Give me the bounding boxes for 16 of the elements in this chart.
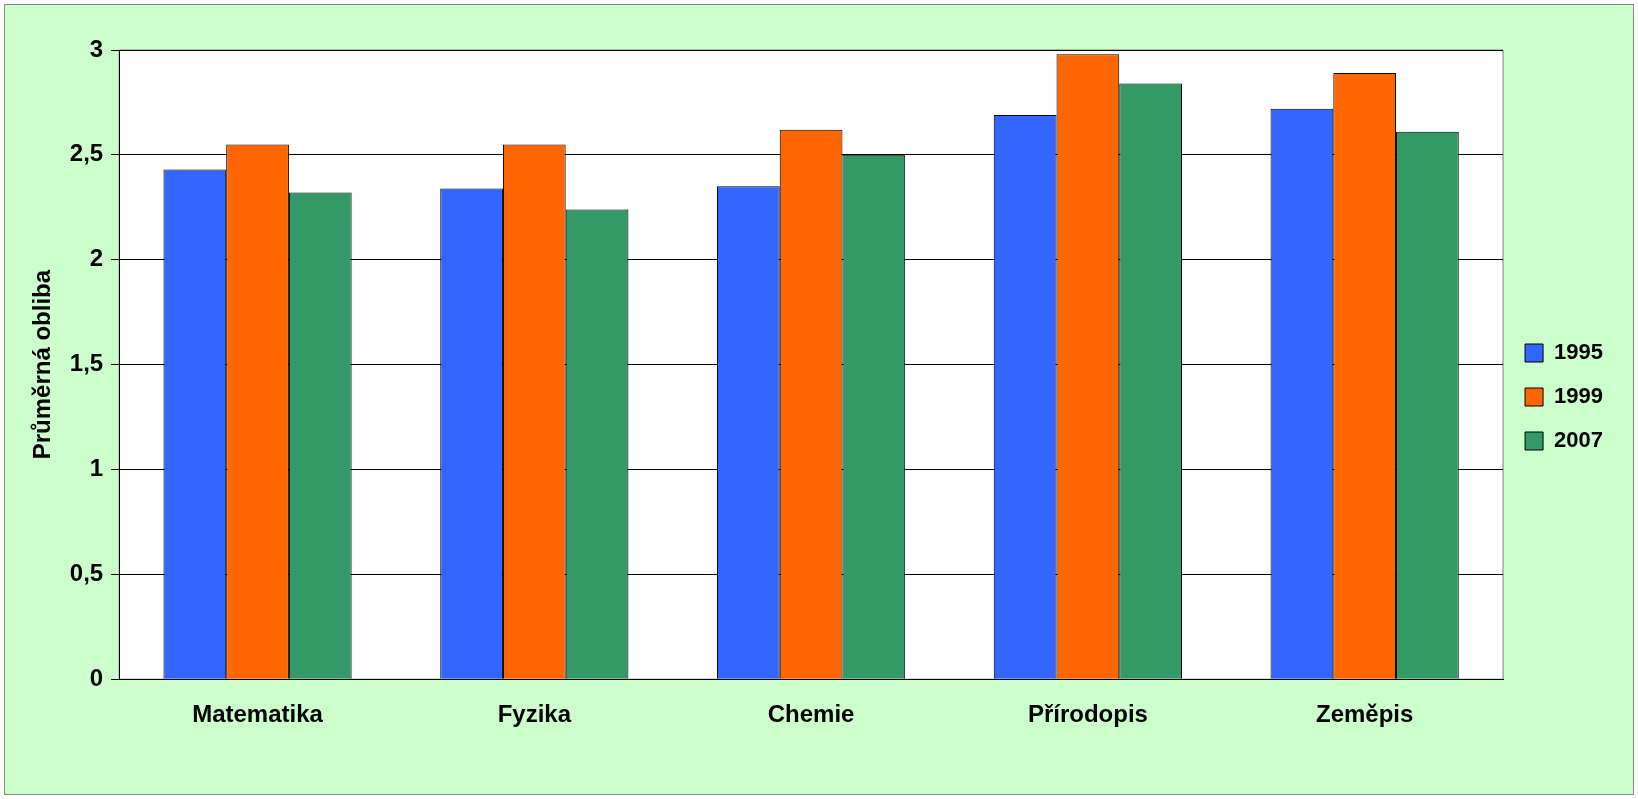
legend-label: 1999 [1554, 383, 1604, 409]
x-tick-label: Matematika [192, 700, 324, 728]
x-tick-label: Chemie [767, 700, 855, 728]
legend-label: 2007 [1554, 427, 1604, 453]
legend-label: 1995 [1554, 339, 1604, 365]
y-tick-label: 2 [89, 244, 104, 272]
y-axis-title: Průměrná obliba [28, 269, 56, 460]
y-tick-label: 1,5 [69, 349, 104, 377]
x-tick-label: Zeměpis [1315, 700, 1414, 728]
y-tick-label: 0,5 [69, 558, 104, 586]
y-tick-label: 2,5 [69, 139, 104, 167]
x-tick-label: Fyzika [497, 700, 572, 728]
x-tick-label: Přírodopis [1027, 700, 1148, 728]
y-tick-label: 0 [89, 663, 104, 691]
y-tick-label: 1 [89, 454, 104, 482]
y-tick-label: 3 [89, 34, 104, 62]
